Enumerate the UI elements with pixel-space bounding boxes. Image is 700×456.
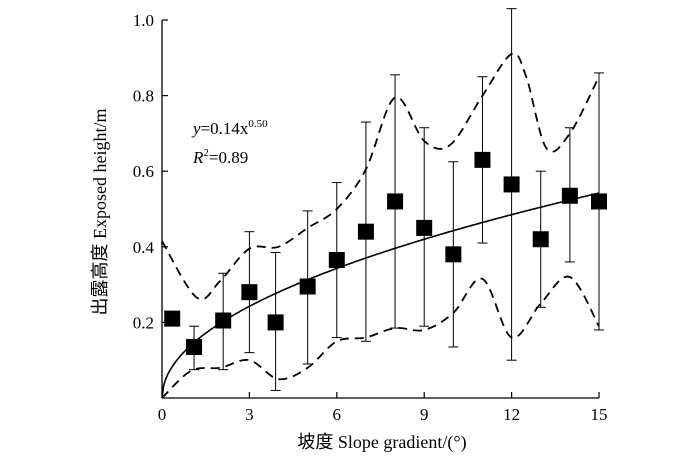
- data-point: [328, 252, 345, 269]
- x-tick-label: 9: [420, 405, 429, 424]
- equation-exponent: 0.50: [248, 118, 268, 130]
- equation-y: y: [191, 119, 201, 138]
- y-tick-label: 0.2: [133, 313, 154, 332]
- equation-text: y=0.14x0.50: [191, 118, 268, 138]
- data-point: [299, 278, 316, 295]
- y-axis-label: 出露高度 Exposed height/m: [90, 109, 110, 316]
- y-tick-label: 1.0: [133, 11, 154, 30]
- r-value: =0.89: [209, 148, 248, 167]
- data-point: [357, 223, 374, 240]
- fit-annotation: y=0.14x0.50 R2=0.89: [191, 118, 268, 167]
- y-tick-label: 0.4: [133, 238, 155, 257]
- x-tick-label: 15: [591, 405, 608, 424]
- r-symbol: R: [192, 148, 204, 167]
- data-points: [164, 151, 607, 355]
- y-tick-label: 0.6: [133, 162, 154, 181]
- data-point: [267, 314, 284, 331]
- fit-curve: [161, 192, 600, 399]
- confidence-bands: [161, 52, 600, 399]
- x-tick-label: 3: [245, 405, 254, 424]
- x-tick-label: 6: [333, 405, 342, 424]
- data-point: [215, 312, 232, 329]
- data-point: [532, 231, 549, 248]
- data-point: [591, 193, 607, 210]
- lower-confidence-band: [161, 275, 600, 399]
- data-point: [416, 219, 433, 236]
- r-squared-text: R2=0.89: [192, 147, 248, 167]
- data-point: [387, 193, 404, 210]
- upper-confidence-band: [161, 52, 600, 301]
- fit-curve-layer: [161, 192, 600, 399]
- x-tick-label: 0: [158, 405, 167, 424]
- r-power: 2: [203, 147, 209, 159]
- data-point: [241, 284, 258, 301]
- equation-body: =0.14x: [201, 119, 249, 138]
- y-tick-label: 0.8: [133, 87, 154, 106]
- data-point: [445, 246, 462, 263]
- axes: 0 3 6 9 12 15 0.2 0.4 0.6 0.8 1.0: [133, 11, 608, 424]
- x-tick-label: 12: [503, 405, 520, 424]
- data-point: [503, 176, 520, 193]
- data-point: [186, 338, 203, 355]
- x-axis-label: 坡度 Slope gradient/(°): [297, 432, 466, 453]
- data-point: [561, 187, 578, 204]
- data-point: [474, 151, 491, 168]
- data-point: [164, 310, 181, 327]
